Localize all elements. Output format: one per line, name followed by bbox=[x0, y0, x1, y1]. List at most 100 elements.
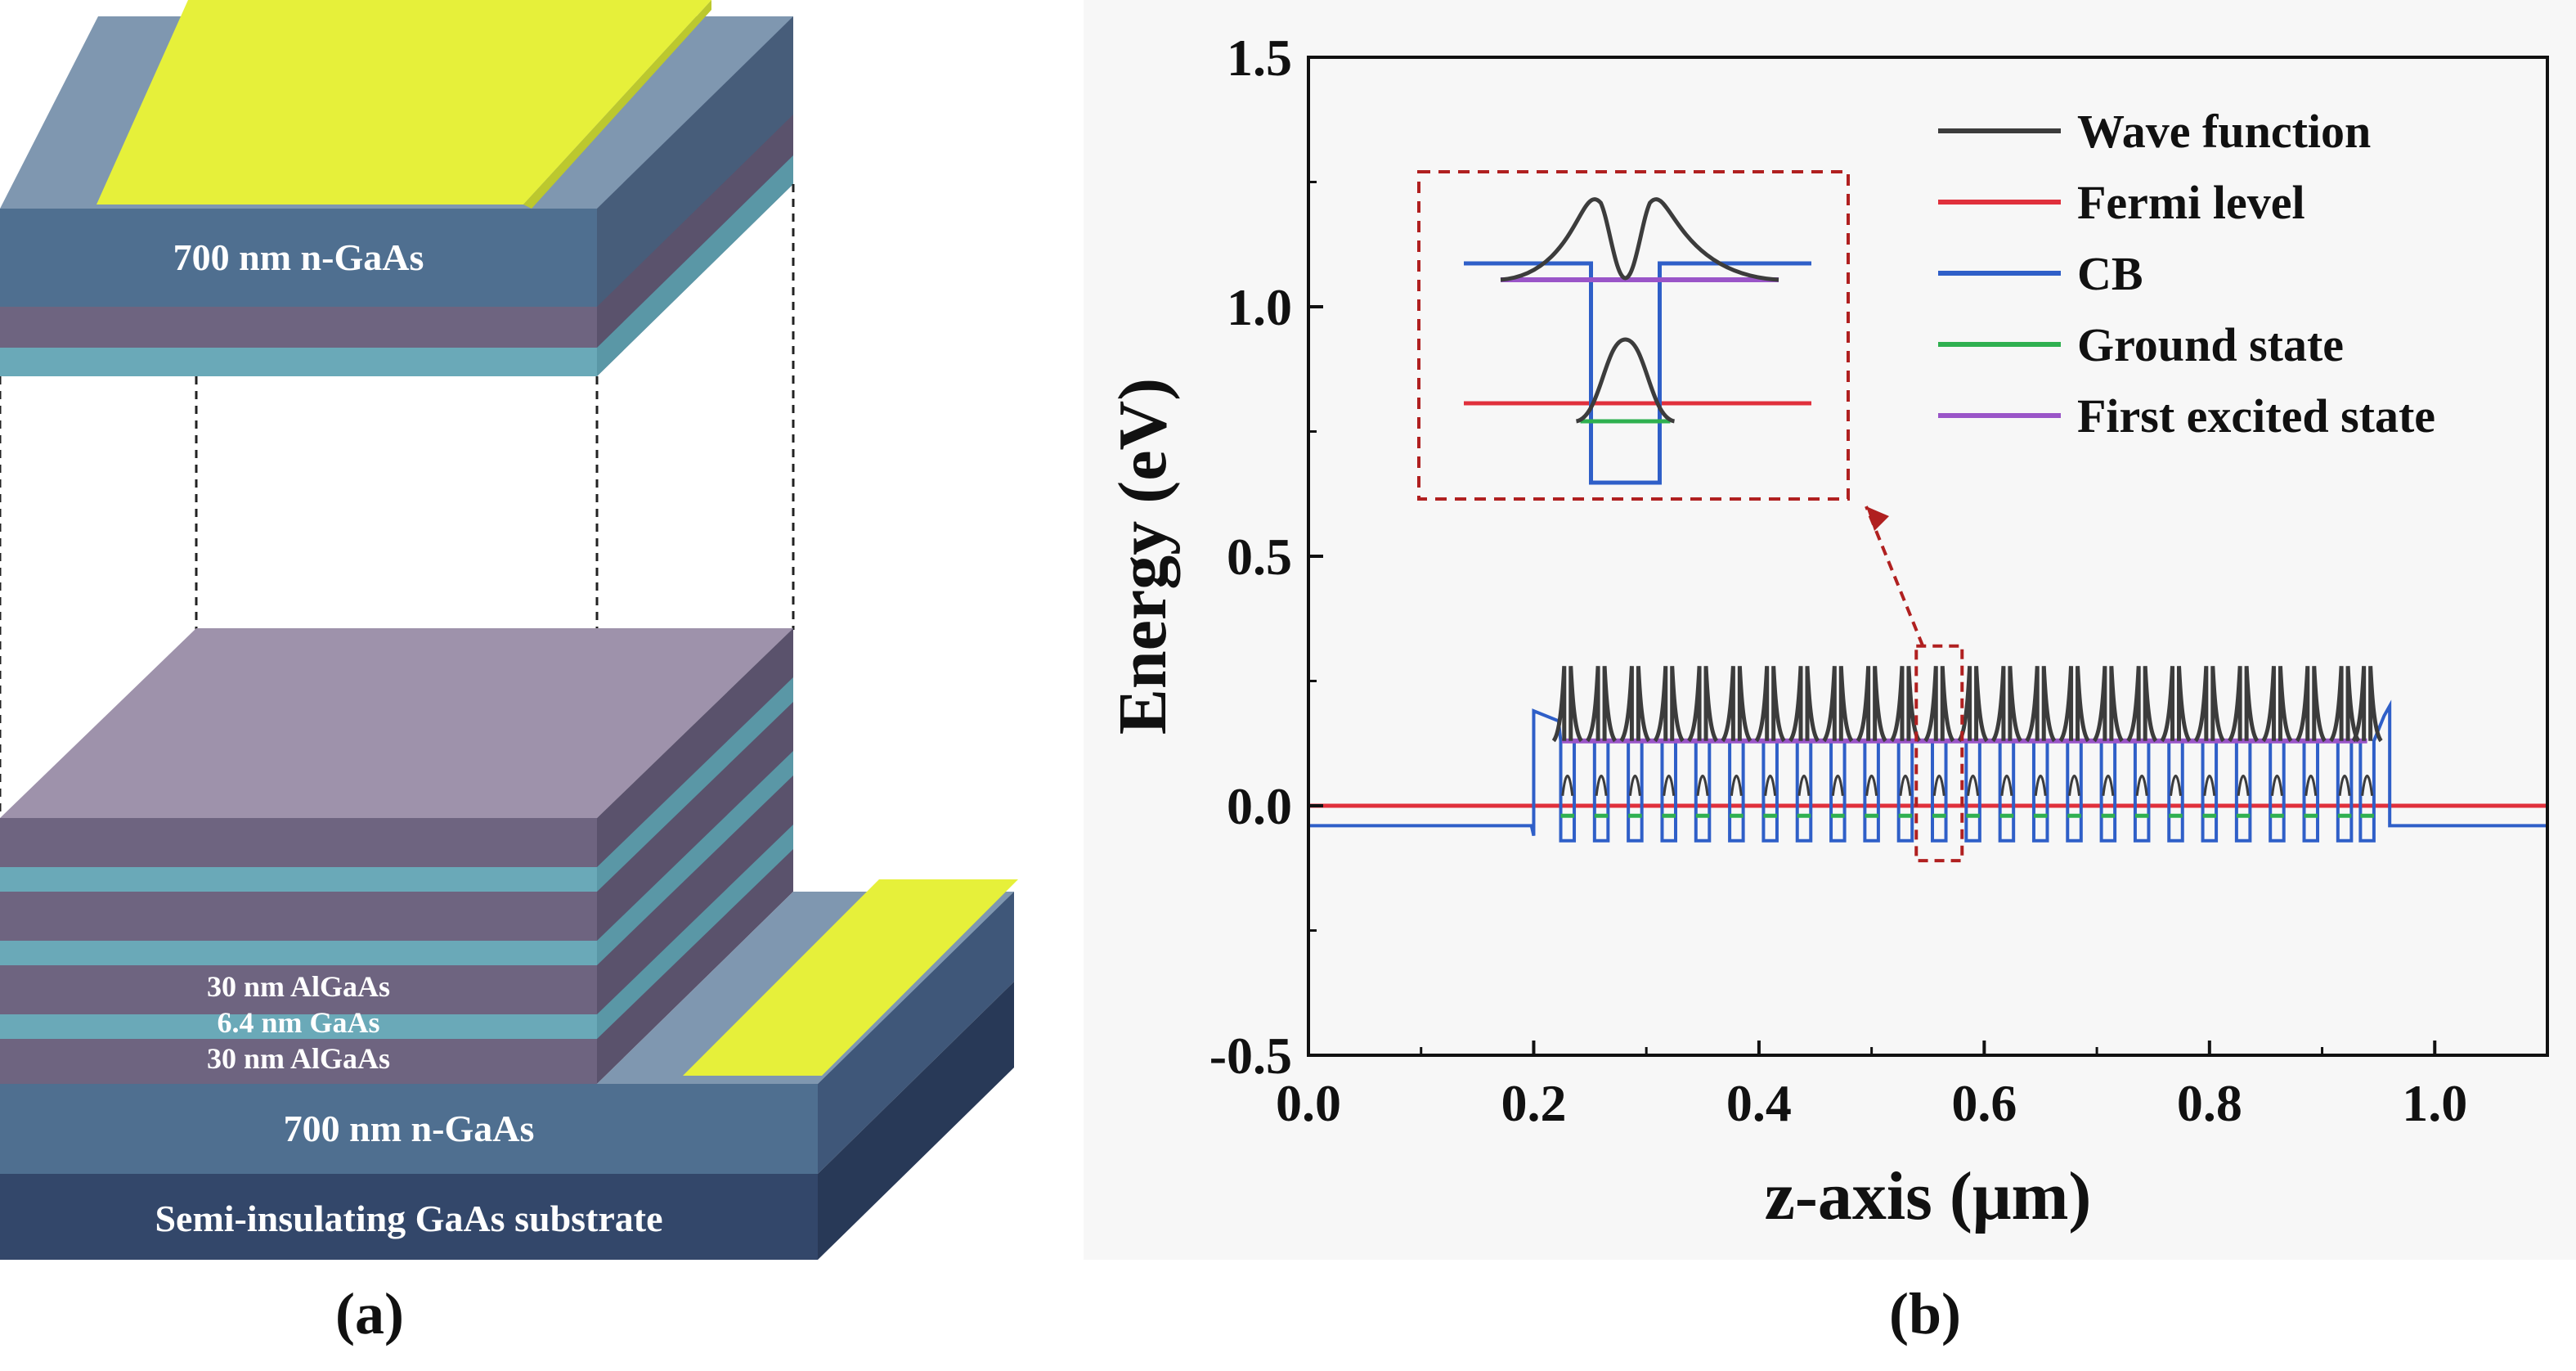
x-tick-label: 1.0 bbox=[2402, 1074, 2467, 1132]
wavefunction-peak bbox=[2126, 666, 2158, 743]
top-contact-edge bbox=[523, 0, 711, 209]
wavefunction-ground bbox=[1797, 775, 1811, 796]
wavefunction-peak bbox=[2261, 666, 2293, 743]
top-ngaas-front bbox=[0, 209, 597, 307]
top-layer-label: 700 nm n-GaAs bbox=[173, 236, 424, 278]
x-tick-label: 0.0 bbox=[1276, 1074, 1341, 1132]
wavefunction-ground bbox=[1628, 775, 1641, 796]
axes: -0.50.00.51.01.50.0 0.2 0.4 0.6 0.8 1.0z-axis… bbox=[1105, 29, 2549, 1234]
wavefunction-peak bbox=[1822, 666, 1854, 743]
top-mesa: 700 nm n-GaAs bbox=[0, 0, 793, 376]
wavefunction-peak bbox=[1990, 666, 2023, 743]
y-tick-label: 1.5 bbox=[1227, 29, 1292, 87]
legend-label: First excited state bbox=[2077, 389, 2435, 443]
wavefunction-ground bbox=[1899, 775, 1912, 796]
x-tick-label: 0.8 bbox=[2177, 1074, 2242, 1132]
wavefunction-ground bbox=[2270, 775, 2283, 796]
base-ngaas-front bbox=[0, 1084, 818, 1174]
wavefunction-peak bbox=[1788, 666, 1820, 743]
y-tick-label: 0.0 bbox=[1227, 777, 1292, 835]
substrate-label: Semi-insulating GaAs substrate bbox=[155, 1198, 662, 1239]
highlight-box bbox=[1914, 644, 1964, 863]
wavefunction-peak bbox=[1686, 666, 1719, 743]
wavefunction-ground bbox=[1967, 775, 1980, 796]
top-side-algaas bbox=[597, 115, 793, 348]
wavefunction-ground bbox=[1595, 775, 1608, 796]
stack-gaas-band bbox=[0, 1014, 597, 1039]
wavefunction-ground bbox=[2068, 775, 2081, 796]
legend-label: Fermi level bbox=[2077, 176, 2305, 229]
substrate-side-face bbox=[818, 982, 1014, 1260]
substrate-front bbox=[0, 1174, 818, 1260]
inset-zoom bbox=[1417, 170, 1850, 501]
wavefunction-ground bbox=[2000, 775, 2013, 796]
base-side-face bbox=[818, 892, 1014, 1174]
stack-label-1: 30 nm AlGaAs bbox=[207, 970, 390, 1003]
x-tick-label: 0.6 bbox=[1951, 1074, 2017, 1132]
stack-mesa: 30 nm AlGaAs 6.4 nm GaAs 30 nm AlGaAs bbox=[0, 628, 793, 1084]
wavefunction-peak bbox=[1856, 666, 1887, 743]
wavefunction-ground bbox=[2304, 775, 2318, 796]
top-contact bbox=[96, 0, 711, 205]
wavefunction-ground bbox=[2237, 775, 2250, 796]
y-tick-label: 1.0 bbox=[1227, 278, 1292, 336]
wavefunction-ground bbox=[2338, 775, 2351, 796]
wavefunction-peak bbox=[2025, 666, 2057, 743]
wavefunction-ground bbox=[1663, 775, 1676, 796]
wavefunction-ground bbox=[2203, 775, 2216, 796]
panel-b-caption: (b) bbox=[1889, 1281, 1961, 1346]
legend-label: Wave function bbox=[2077, 105, 2371, 158]
wavefunction-peak bbox=[2351, 666, 2383, 743]
wavefunction-ground bbox=[2361, 775, 2374, 796]
top-algaas-front bbox=[0, 307, 597, 348]
wavefunction-peak bbox=[2092, 666, 2125, 743]
highlight-arrow bbox=[1865, 506, 1925, 647]
wavefunction-ground bbox=[2135, 775, 2148, 796]
x-axis-label: z-axis (μm) bbox=[1765, 1158, 2092, 1234]
wavefunction-peak bbox=[1551, 666, 1583, 743]
wavefunction-ground bbox=[2034, 775, 2047, 796]
legend-label: Ground state bbox=[2077, 318, 2344, 371]
wavefunction-peak bbox=[1653, 666, 1685, 743]
device-structure-diagram: 700 nm n-GaAs 30 nm AlGaAs 6.4 nm GaAs 3… bbox=[0, 0, 1018, 1260]
stack-label-2: 6.4 nm GaAs bbox=[217, 1006, 379, 1039]
wavefunction-ground bbox=[1831, 775, 1844, 796]
wavefunction-ground bbox=[1764, 775, 1777, 796]
bottom-contact bbox=[683, 879, 1018, 1076]
wavefunction-peak bbox=[1619, 666, 1651, 743]
inset-cb bbox=[1464, 261, 1811, 485]
stack-side-gaas bbox=[597, 825, 793, 1039]
wavefunction-peak bbox=[2193, 666, 2225, 743]
top-side-gaas bbox=[597, 155, 793, 376]
energy-band-chart: Wave function Fermi level CB Ground state Fi… bbox=[1084, 0, 2576, 1260]
y-tick-label: 0.5 bbox=[1227, 528, 1292, 586]
wavefunction-ground bbox=[1932, 775, 1945, 796]
plot-area bbox=[1308, 506, 2547, 863]
inset-box bbox=[1417, 170, 1850, 501]
arrow-head bbox=[1866, 506, 1889, 531]
wavefunction-ground bbox=[2102, 775, 2115, 796]
wavefunction-ground bbox=[1561, 775, 1574, 796]
wavefunction-ground bbox=[1730, 775, 1743, 796]
stack-side-gaas bbox=[597, 751, 793, 965]
inset-excited-wavefunction bbox=[1500, 197, 1779, 282]
stack-label-3: 30 nm AlGaAs bbox=[207, 1042, 390, 1075]
wavefunction-peak bbox=[1923, 666, 1955, 743]
stack-top-face bbox=[0, 628, 793, 818]
stack-gaas-band bbox=[0, 867, 597, 892]
x-tick-label: 0.4 bbox=[1726, 1074, 1792, 1132]
inset-ground-wavefunction bbox=[1575, 337, 1676, 424]
x-tick-label: 0.2 bbox=[1501, 1074, 1566, 1132]
legend: Wave function Fermi level CB Ground state Fi… bbox=[1938, 105, 2435, 443]
wavefunction-peak bbox=[2058, 666, 2090, 743]
stack-side-gaas bbox=[597, 677, 793, 892]
base-block: 700 nm n-GaAs Semi-insulating GaAs subst… bbox=[0, 879, 1018, 1260]
wavefunction-peak bbox=[1721, 666, 1752, 743]
wavefunction-peak bbox=[1585, 666, 1618, 743]
cb-profile bbox=[1308, 699, 2547, 843]
y-tick-label: -0.5 bbox=[1209, 1027, 1292, 1085]
panel-a-caption: (a) bbox=[335, 1281, 404, 1346]
y-axis-label: Energy (eV) bbox=[1105, 378, 1181, 735]
legend-label: CB bbox=[2077, 247, 2143, 300]
wavefunction-peak bbox=[2295, 666, 2327, 743]
